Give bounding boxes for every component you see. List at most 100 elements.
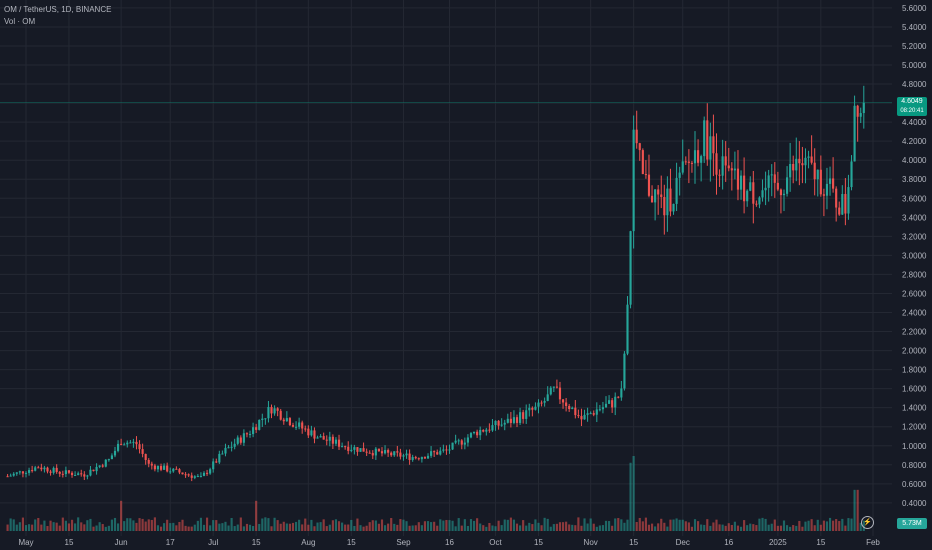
volume-bar bbox=[549, 526, 552, 531]
candle-body bbox=[479, 429, 482, 436]
volume-bar bbox=[291, 522, 295, 531]
volume-bar bbox=[144, 521, 147, 531]
candle-body bbox=[589, 413, 592, 415]
candle-body bbox=[221, 453, 224, 455]
volume-bar bbox=[733, 521, 736, 531]
candle-body bbox=[460, 440, 463, 445]
candle-body bbox=[110, 455, 114, 460]
candle-body bbox=[64, 470, 67, 475]
volume-bar bbox=[773, 519, 776, 531]
candle-body bbox=[55, 467, 58, 472]
volume-bar bbox=[159, 526, 163, 531]
candle-body bbox=[856, 105, 859, 117]
candle-body bbox=[626, 304, 629, 354]
y-axis-tick-label: 2.2000 bbox=[902, 328, 927, 337]
volume-bar bbox=[169, 523, 172, 531]
volume-bar bbox=[697, 521, 700, 531]
volume-bar bbox=[718, 524, 721, 531]
candle-body bbox=[282, 419, 285, 422]
candle-body bbox=[577, 415, 580, 417]
candle-body bbox=[819, 169, 822, 195]
volume-bar bbox=[212, 520, 215, 531]
volume-bar bbox=[442, 520, 445, 531]
candle-body bbox=[347, 446, 350, 451]
y-axis-tick-label: 0.8000 bbox=[902, 461, 927, 470]
candle-body bbox=[12, 473, 15, 476]
candle-body bbox=[196, 475, 199, 477]
volume-indicator-title[interactable]: Vol · OM bbox=[4, 17, 36, 26]
candle-body bbox=[319, 436, 322, 438]
volume-bar bbox=[439, 519, 442, 531]
volume-bar bbox=[785, 525, 789, 531]
candle-body bbox=[690, 162, 694, 164]
volume-bar bbox=[236, 524, 239, 531]
volume-bar bbox=[405, 521, 408, 531]
volume-bar bbox=[494, 526, 497, 531]
candle-body bbox=[344, 446, 347, 448]
volume-bar bbox=[448, 520, 451, 531]
candle-body bbox=[371, 453, 374, 456]
candle-body bbox=[654, 189, 657, 203]
candle-body bbox=[822, 194, 825, 196]
candle-body bbox=[113, 450, 117, 456]
volume-bar bbox=[202, 524, 206, 531]
lightning-icon[interactable]: ⚡ bbox=[861, 516, 874, 529]
candle-body bbox=[337, 439, 341, 447]
volume-bar bbox=[482, 525, 485, 531]
candle-body bbox=[301, 422, 304, 429]
candle-body bbox=[512, 417, 516, 423]
candle-body bbox=[129, 442, 132, 444]
volume-bar bbox=[371, 520, 374, 531]
candle-body bbox=[80, 473, 83, 475]
candle-body bbox=[242, 433, 245, 443]
candle-body bbox=[761, 190, 764, 198]
symbol-title[interactable]: OM / TetherUS, 1D, BINANCE bbox=[4, 5, 112, 14]
volume-bar bbox=[190, 526, 193, 531]
candle-body bbox=[632, 129, 635, 232]
x-axis-tick-label: 17 bbox=[166, 538, 175, 547]
volume-bar bbox=[552, 524, 555, 531]
candle-body bbox=[141, 449, 144, 454]
volume-bar bbox=[104, 526, 107, 531]
candle-body bbox=[531, 407, 534, 410]
volume-bar bbox=[743, 520, 746, 531]
candle-body bbox=[472, 431, 476, 434]
volume-bar bbox=[380, 519, 384, 531]
volume-bar bbox=[832, 520, 835, 531]
candle-body bbox=[770, 174, 773, 176]
candle-body bbox=[209, 469, 212, 474]
candle-body bbox=[288, 418, 291, 426]
candle-body bbox=[727, 165, 730, 169]
volume-bar bbox=[430, 522, 433, 531]
volume-bar bbox=[856, 489, 859, 531]
volume-bar bbox=[387, 523, 390, 531]
candle-body bbox=[611, 400, 614, 408]
candle-body bbox=[703, 120, 706, 157]
candle-body bbox=[408, 453, 411, 460]
candle-body bbox=[233, 443, 236, 447]
volume-bar bbox=[715, 519, 718, 531]
volume-bar bbox=[205, 517, 209, 531]
volume-bar bbox=[650, 523, 654, 531]
volume-bar bbox=[660, 518, 663, 531]
volume-bar bbox=[187, 526, 190, 531]
volume-bar bbox=[294, 521, 298, 531]
candle-body bbox=[325, 439, 328, 441]
candle-body bbox=[273, 408, 276, 414]
candle-body bbox=[807, 156, 810, 158]
x-axis-tick-label: 15 bbox=[629, 538, 638, 547]
candle-body bbox=[804, 157, 807, 166]
volume-bar bbox=[497, 520, 500, 531]
volume-bar bbox=[746, 525, 749, 531]
volume-bar bbox=[12, 519, 15, 531]
volume-bar bbox=[120, 500, 123, 531]
volume-bar bbox=[353, 525, 356, 531]
candle-body bbox=[67, 470, 71, 473]
candle-body bbox=[749, 182, 752, 191]
volume-bar bbox=[528, 522, 531, 531]
volume-bar bbox=[571, 524, 574, 531]
candle-body bbox=[448, 449, 451, 451]
volume-bar bbox=[684, 521, 687, 531]
